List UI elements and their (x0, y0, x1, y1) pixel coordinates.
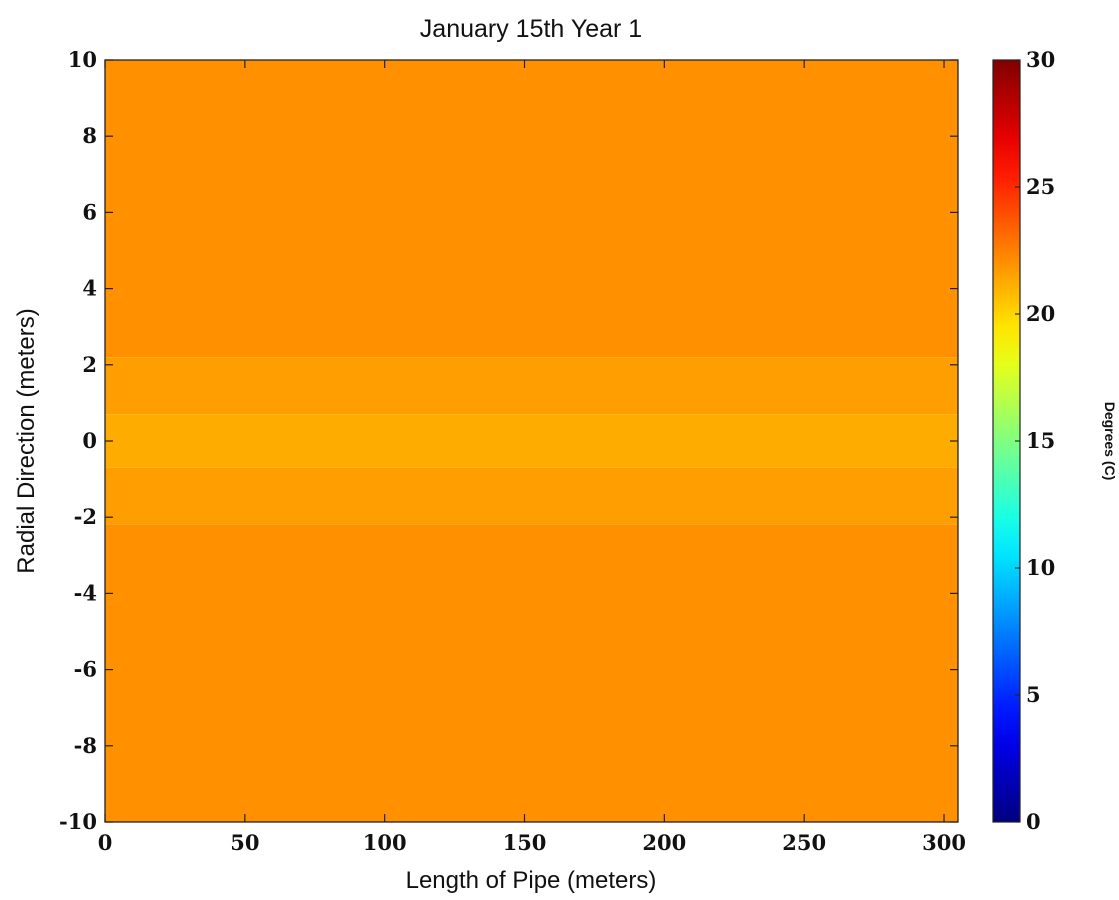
colorbar-tick-label: 30 (1026, 47, 1055, 72)
y-tick-label: 0 (82, 428, 97, 453)
colorbar-tick-label: 20 (1026, 301, 1055, 326)
heatmap-band-1 (105, 357, 958, 415)
colorbar-tick-label: 15 (1026, 428, 1055, 453)
y-tick-label: -10 (59, 809, 97, 834)
heatmap-band-4 (105, 524, 958, 822)
colorbar-label: Degrees (C) (1102, 402, 1118, 481)
y-axis-label: Radial Direction (meters) (13, 308, 40, 573)
x-tick-label: 250 (782, 830, 826, 855)
y-axis-ticks: -10 -8 -6 -4 -2 0 2 4 6 8 10 (59, 47, 958, 834)
x-tick-label: 150 (503, 830, 547, 855)
y-tick-label: -8 (74, 733, 97, 758)
colorbar: 0 5 10 15 20 25 30 Degrees (C) (992, 47, 1118, 834)
x-tick-label: 300 (922, 830, 966, 855)
x-tick-label: 200 (642, 830, 686, 855)
x-tick-label: 50 (230, 830, 259, 855)
colorbar-tick-label: 25 (1026, 174, 1055, 199)
x-axis-ticks: 0 50 100 150 200 250 300 (98, 60, 966, 855)
colorbar-tick-label: 10 (1026, 555, 1055, 580)
plot-area: 0 50 100 150 200 250 300 -10 -8 -6 -4 -2 0 2 4 6 8 10 (59, 47, 966, 855)
heatmap-band-0 (105, 60, 958, 358)
y-tick-label: -4 (74, 580, 97, 605)
heatmap-band-3 (105, 467, 958, 525)
colorbar-tick-label: 5 (1026, 682, 1041, 707)
x-tick-label: 0 (98, 830, 113, 855)
heatmap-band-2 (105, 414, 958, 468)
y-tick-label: -2 (74, 504, 97, 529)
y-tick-label: -6 (74, 657, 97, 682)
y-tick-label: 6 (82, 199, 97, 224)
y-tick-label: 4 (82, 276, 97, 301)
colorbar-ticks: 0 5 10 15 20 25 30 (1015, 47, 1055, 834)
y-tick-label: 2 (82, 352, 97, 377)
x-axis-label: Length of Pipe (meters) (406, 867, 657, 894)
y-tick-label: 10 (68, 47, 97, 72)
chart-title: January 15th Year 1 (420, 15, 642, 43)
y-tick-label: 8 (82, 123, 97, 148)
x-tick-label: 100 (363, 830, 407, 855)
heatmap-bands (105, 60, 958, 822)
colorbar-tick-label: 0 (1026, 809, 1041, 834)
